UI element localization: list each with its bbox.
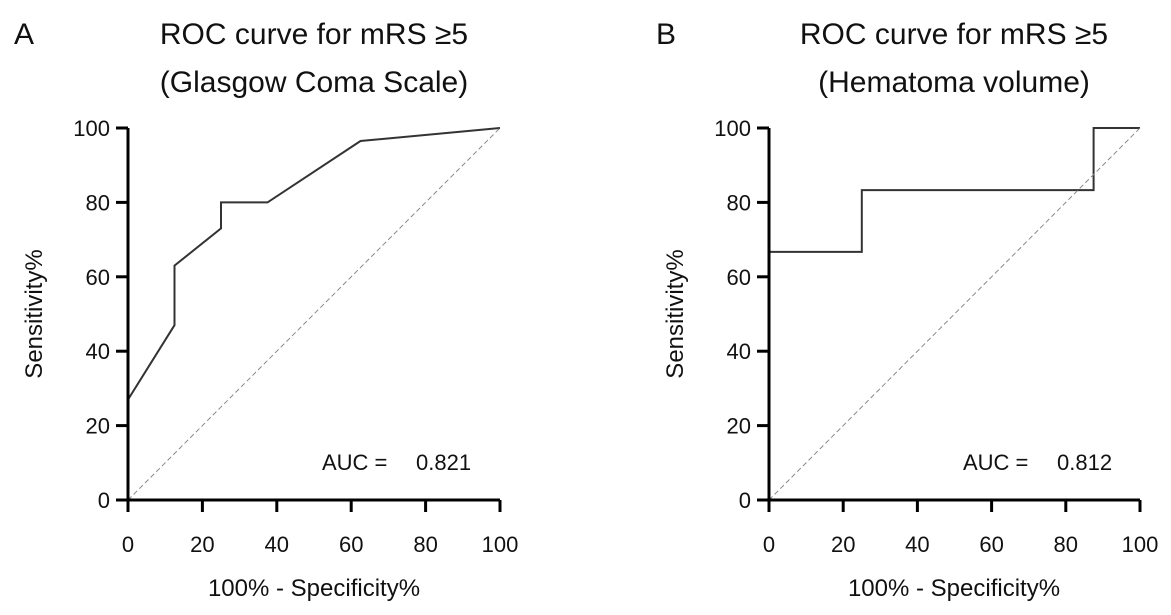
panel-a-auc-label: AUC = — [322, 450, 387, 475]
panel-b-y-tick-label: 80 — [727, 190, 751, 215]
panel-a-y-tick-label: 40 — [86, 339, 110, 364]
panel-a-reference-line — [127, 127, 501, 501]
panel-a-x-tick-label: 100 — [482, 532, 519, 557]
panel-a-y-tick-label: 80 — [86, 190, 110, 215]
panel-a-x-tick-label: 0 — [122, 532, 134, 557]
panel-a-y-tick-label: 20 — [86, 414, 110, 439]
panel-b-y-tick-label: 20 — [727, 414, 751, 439]
panel-a-x-tick-label: 60 — [339, 532, 363, 557]
panel-b-plot-marks — [768, 127, 1141, 501]
panel-a-y-tick-label: 60 — [86, 265, 110, 290]
panel-a-roc-curve — [127, 127, 501, 401]
panel-b-x-tick-label: 0 — [763, 532, 775, 557]
panel-b-ticks: 0 20 40 60 80 100 0 20 40 60 80 100 — [714, 116, 1158, 557]
panel-letter-a: A — [14, 18, 34, 51]
panel-b-x-axis-label: 100% - Specificity% — [848, 575, 1060, 602]
panel-letter-b: B — [656, 18, 676, 51]
panel-a-x-tick-label: 40 — [265, 532, 289, 557]
panel-a-ticks: 0 20 40 60 80 100 0 20 40 60 80 100 — [73, 116, 518, 557]
panel-b-auc-value: 0.812 — [1057, 450, 1112, 475]
panel-a-y-axis-label: Sensitivity% — [21, 249, 48, 378]
panel-b-roc-curve — [769, 127, 1140, 253]
panel-a-y-tick-label: 100 — [73, 116, 110, 141]
panel-b-y-tick-label: 100 — [714, 116, 751, 141]
panel-b-y-tick-label: 60 — [727, 265, 751, 290]
panel-b-x-tick-label: 40 — [905, 532, 929, 557]
panel-b-reference-line — [768, 127, 1141, 501]
panel-a-plot-marks — [127, 127, 501, 501]
panel-b-x-tick-label: 60 — [979, 532, 1003, 557]
panel-b-y-tick-label: 0 — [739, 488, 751, 513]
panel-b-title: ROC curve for mRS ≥5 — [800, 18, 1108, 51]
panel-b-subtitle: (Hematoma volume) — [818, 66, 1090, 99]
panel-a-y-tick-label: 0 — [98, 488, 110, 513]
panel-b-x-tick-label: 80 — [1054, 532, 1078, 557]
panel-b: B ROC curve for mRS ≥5 (Hematoma volume)… — [656, 18, 1158, 602]
panel-a: A ROC curve for mRS ≥5 (Glasgow Coma Sca… — [14, 18, 518, 602]
panel-a-subtitle: (Glasgow Coma Scale) — [160, 66, 468, 99]
panel-b-y-tick-label: 40 — [727, 339, 751, 364]
panel-a-auc-value: 0.821 — [416, 450, 471, 475]
panel-b-x-tick-label: 100 — [1122, 532, 1159, 557]
panel-a-x-axis-label: 100% - Specificity% — [208, 575, 420, 602]
panel-a-x-tick-label: 80 — [413, 532, 437, 557]
panel-b-y-axis-label: Sensitivity% — [662, 249, 689, 378]
panel-b-x-tick-label: 20 — [831, 532, 855, 557]
panel-b-auc-label: AUC = — [963, 450, 1028, 475]
panel-a-x-tick-label: 20 — [190, 532, 214, 557]
panel-a-title: ROC curve for mRS ≥5 — [160, 18, 468, 51]
